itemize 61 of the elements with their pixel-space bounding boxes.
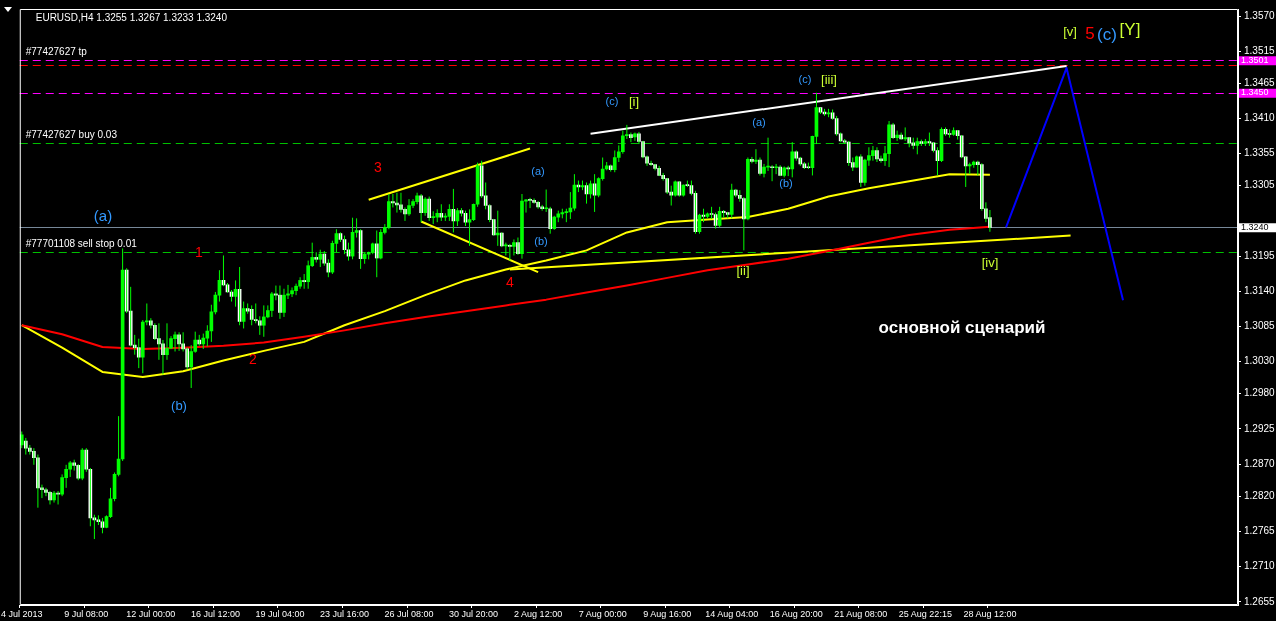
annotation: [iv] <box>981 254 999 270</box>
annotation: [ii] <box>736 262 750 278</box>
text: 1.3450 <box>1241 87 1269 98</box>
annotation: (c) <box>1097 24 1117 44</box>
y-tick-label: 1.3515 <box>1244 45 1276 56</box>
chart-title: EURUSD,H4 1.3255 1.3267 1.3233 1.3240 <box>35 11 228 23</box>
x-tick-label: 30 Jul 20:00 <box>449 608 499 619</box>
x-tick-label: 23 Jul 16:00 <box>319 608 370 619</box>
y-tick-label: 1.3305 <box>1244 179 1276 191</box>
x-tick-label: 21 Aug 08:00 <box>834 608 888 619</box>
annotation: [i] <box>628 93 640 109</box>
x-tick-label: 19 Jul 04:00 <box>255 608 305 619</box>
y-tick-label: 1.3570 <box>1244 9 1276 21</box>
x-tick-label: 28 Aug 12:00 <box>963 608 1017 619</box>
x-tick-label: 12 Jul 00:00 <box>126 608 176 619</box>
y-tick-label: 1.3355 <box>1244 147 1276 159</box>
text: 1.3240 <box>1241 221 1269 232</box>
x-tick-label: 25 Aug 22:15 <box>898 608 952 619</box>
y-tick-label: 1.2980 <box>1244 387 1276 399</box>
annotation: [Y] <box>1119 19 1141 39</box>
annotation: (b) <box>171 397 187 413</box>
annotation: [iii] <box>821 71 837 87</box>
y-tick-label: 1.3085 <box>1244 320 1276 332</box>
x-tick-label: 9 Jul 08:00 <box>64 608 109 619</box>
ref-line-label: #77427627 tp <box>25 46 88 58</box>
annotation: (c) <box>605 95 619 108</box>
annotation: основной сценарий <box>878 317 1046 337</box>
y-tick-label: 1.3465 <box>1244 77 1276 89</box>
y-tick-label: 1.2870 <box>1244 457 1276 469</box>
x-tick-label: 7 Aug 00:00 <box>578 608 627 619</box>
x-tick-label: 26 Jul 08:00 <box>384 608 434 619</box>
annotation: (a) <box>93 207 113 225</box>
annotation: 2 <box>249 350 258 367</box>
annotation: (a) <box>752 116 766 129</box>
y-tick-label: 1.3140 <box>1244 285 1276 297</box>
annotation: 4 <box>506 273 515 290</box>
x-tick-label: 2 Aug 12:00 <box>514 608 563 619</box>
y-tick-label: 1.2765 <box>1244 525 1276 537</box>
ref-line-label: #77427627 buy 0.03 <box>25 129 118 141</box>
annotation: (b) <box>779 177 793 190</box>
x-tick-label: 14 Aug 04:00 <box>705 608 759 619</box>
y-tick-label: 1.2820 <box>1244 489 1276 501</box>
annotation: 1 <box>195 243 204 260</box>
y-tick-label: 1.2710 <box>1244 560 1276 572</box>
y-tick-label: 1.2925 <box>1244 422 1276 434</box>
y-tick-label: 1.3195 <box>1244 249 1276 261</box>
x-tick-label: 16 Aug 20:00 <box>769 608 823 619</box>
y-tick-label: 1.3410 <box>1244 112 1276 124</box>
annotation: 3 <box>374 158 383 175</box>
annotation: (a) <box>531 165 545 178</box>
ref-line-label: #77701108 sell stop 0.01 <box>25 238 138 250</box>
annotation: 5 <box>1085 23 1095 43</box>
x-tick-label: 16 Jul 12:00 <box>190 608 240 619</box>
annotation: [v] <box>1063 23 1077 39</box>
annotation: (b) <box>534 235 548 248</box>
x-tick-label: 4 Jul 2013 <box>0 608 43 619</box>
y-tick-label: 1.2655 <box>1244 595 1276 607</box>
text: 1.3501 <box>1241 54 1269 65</box>
x-tick-label: 9 Aug 16:00 <box>643 608 692 619</box>
y-tick-label: 1.3030 <box>1244 355 1276 367</box>
annotation: (c) <box>798 73 812 86</box>
